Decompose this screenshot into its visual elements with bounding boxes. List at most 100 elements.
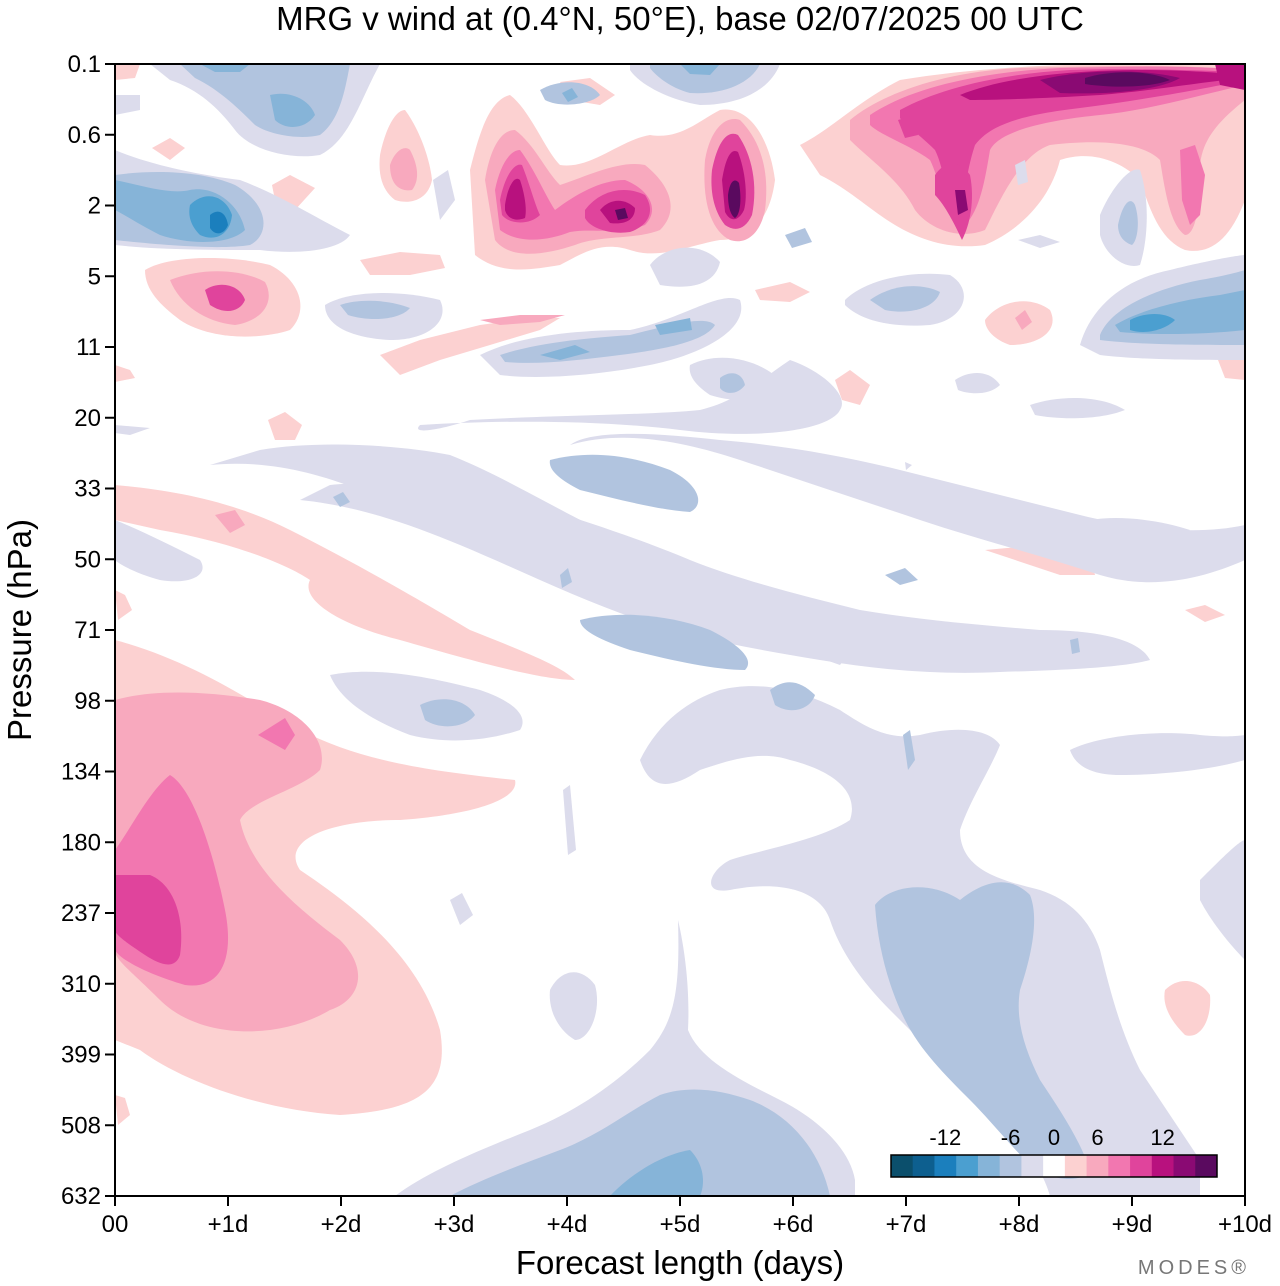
contour-pos-small-1 (152, 138, 185, 160)
y-tick-label: 0.1 (68, 51, 101, 78)
y-tick-label: 134 (61, 759, 101, 786)
contour-neg-908-750 (903, 730, 915, 770)
contour-pos-small-18 (115, 365, 135, 382)
contour-fill-layer (115, 64, 1245, 1196)
contour-pos-small-98 (258, 718, 295, 750)
y-tick-label: 399 (61, 1042, 101, 1069)
contour-neg-topmid2-6 (562, 88, 578, 102)
contour-neg-bottom-6 (610, 1150, 703, 1196)
x-tick-label: +5d (660, 1211, 701, 1238)
x-axis: 00 +1d +2d +3d +4d +5d +6d +7d +8d +9d +10d (102, 1196, 1272, 1238)
contour-neg-topmid-4 (650, 64, 760, 94)
y-tick-label: 5 (88, 263, 101, 290)
colorbar-swatch (934, 1155, 957, 1177)
contour-neg-band-3 (300, 483, 1150, 673)
x-tick-label: +9d (1112, 1211, 1153, 1238)
y-axis: 0.1 0.6 2 5 11 20 33 50 71 98 134 180 237 310 399 508 63… (61, 51, 115, 1210)
colorbar-swatch (1086, 1155, 1109, 1177)
y-tick-label: 98 (74, 688, 101, 715)
chart-title: MRG v wind at (0.4°N, 50°E), base 02/07/… (276, 0, 1084, 37)
x-tick-label: +6d (773, 1211, 814, 1238)
contour-pos-small-11 (1015, 310, 1032, 330)
contour-neg-98-4 (420, 699, 475, 727)
contour-neg-1040 (1018, 235, 1060, 248)
contour-neg-band-4d (560, 568, 572, 588)
contour-pos-875 (935, 163, 973, 240)
contour-neg-small-4 (433, 170, 455, 220)
y-tick-label: 33 (74, 476, 101, 503)
contour-neg-950-400 (955, 373, 1000, 394)
y-tick-label: 180 (61, 829, 101, 856)
contour-neg-1030-400 (1030, 398, 1125, 419)
contour-neg-790 (785, 228, 812, 248)
colorbar-swatch (1195, 1155, 1218, 1177)
contour-neg-band-4c (885, 568, 918, 585)
y-tick-label: 20 (74, 405, 101, 432)
contour-pos-950 (1180, 145, 1205, 225)
colorbar-tick-label: -6 (1001, 1125, 1021, 1150)
contour-pos-small-20 (1218, 360, 1245, 380)
contour-neg-small-1 (115, 95, 140, 115)
colorbar-tick-label: -12 (929, 1125, 961, 1150)
y-tick-label: 508 (61, 1112, 101, 1139)
colorbar-swatch (1021, 1155, 1044, 1177)
contour-neg-band-4f (1070, 638, 1080, 654)
y-tick-label: 50 (74, 546, 101, 573)
contour-neg-big-4 (875, 882, 1090, 1180)
colorbar-swatch (1130, 1155, 1153, 1177)
contour-neg-770-690 (770, 682, 815, 711)
contour-neg-small-3 (340, 300, 410, 320)
colorbar-swatch (956, 1155, 979, 1177)
x-tick-label: +4d (547, 1211, 588, 1238)
contour-pos-small-4 (115, 64, 140, 80)
colorbar-tick-label: 0 (1048, 1125, 1060, 1150)
contour-pos-5hpa-8 (205, 284, 245, 312)
colorbar-frame (890, 1154, 1218, 1178)
colorbar-swatch (1108, 1155, 1131, 1177)
contour-neg-1080-760 (1070, 733, 1245, 775)
x-tick-label: +10d (1218, 1211, 1272, 1238)
contour-neg-1090 (1090, 518, 1190, 545)
colorbar: -12 -6 0 6 12 (890, 1125, 1218, 1178)
contour-pos-small-8 (480, 315, 565, 325)
y-tick-label: 71 (74, 617, 101, 644)
contour-pos-upper-8 (900, 69, 1245, 215)
contour-pos-col45-12 (615, 208, 628, 220)
y-tick-label: 632 (61, 1183, 101, 1210)
contour-neg-band-4a (549, 454, 699, 512)
contour-pos-small-5 (268, 412, 302, 440)
contour-neg-565-820 (563, 785, 576, 855)
contour-neg-left-10 (210, 211, 228, 234)
contour-neg-band-4b (580, 614, 749, 670)
contour-neg-mid-6 (540, 345, 590, 360)
contour-neg-right-col4 (1118, 201, 1138, 245)
colorbar-tick-label: 6 (1091, 1125, 1103, 1150)
contour-pos-small-15 (1164, 980, 1211, 1036)
contour-pos-900 (898, 115, 918, 138)
y-axis-label: Pressure (hPa) (1, 519, 38, 741)
contour-pos-small-6 (360, 252, 445, 275)
contour-pos-small-33b (215, 510, 245, 533)
contour-pos-streak-33 (115, 485, 575, 680)
contour-neg-700-380b (720, 373, 745, 393)
colorbar-swatch (891, 1155, 914, 1177)
colorbar-tick-label: 12 (1150, 1125, 1174, 1150)
x-tick-label: 00 (102, 1211, 129, 1238)
x-tick-label: +7d (886, 1211, 927, 1238)
contour-neg-topleft-6 (200, 64, 250, 72)
contour-pos-small-14 (1185, 605, 1225, 622)
contour-neg-topmid-6 (680, 64, 720, 75)
contour-neg-565-1000 (549, 972, 598, 1040)
contour-pos-col30b (390, 148, 418, 191)
x-axis-label: Forecast length (days) (516, 1244, 844, 1281)
contour-pos-small-12 (835, 370, 870, 405)
contour-pos-col35-10 (505, 178, 526, 220)
colorbar-swatch (1173, 1155, 1196, 1177)
contour-pos-small-9 (755, 282, 810, 302)
colorbar-swatch (999, 1155, 1022, 1177)
y-tick-label: 2 (88, 193, 101, 220)
contour-pos-small-16 (115, 1095, 130, 1125)
contour-pos-875b (955, 190, 968, 215)
contour-pos-upper-corner (1215, 64, 1245, 90)
contour-neg-topleft-6b (270, 93, 315, 127)
